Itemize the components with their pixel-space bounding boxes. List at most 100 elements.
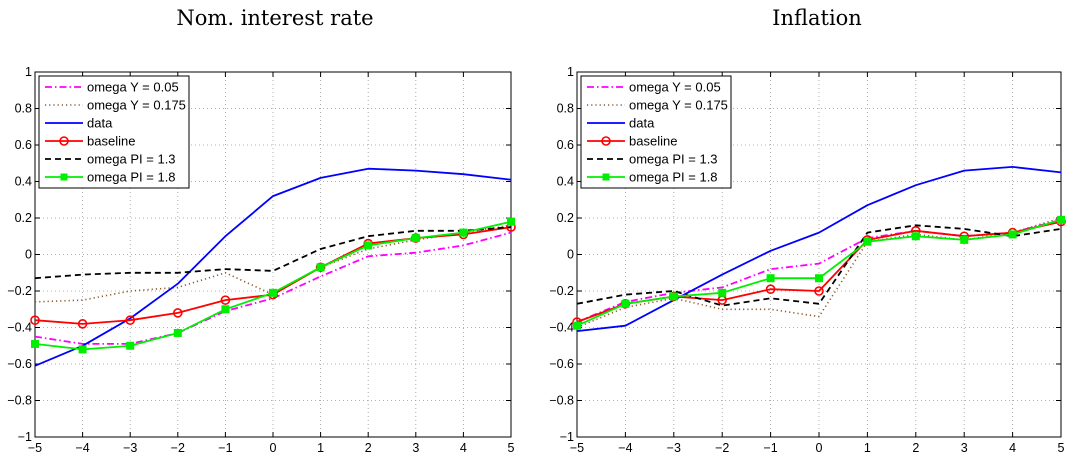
data-point-marker <box>125 315 135 326</box>
legend-label: omega Y = 0.175 <box>629 98 728 113</box>
x-tick-label: 4 <box>460 441 467 455</box>
data-point-marker <box>77 319 88 329</box>
data-point-marker <box>31 339 39 348</box>
legend: omega Y = 0.05 omega Y = 0.175 data baselin… <box>580 75 732 189</box>
data-point-marker <box>815 274 823 283</box>
data-point-marker <box>269 288 277 297</box>
data-point-marker <box>766 274 775 283</box>
data-point-marker <box>507 217 515 226</box>
data-point-marker <box>316 263 325 272</box>
data-point-marker <box>1057 215 1065 224</box>
y-tick-label: −0.8 <box>7 394 32 408</box>
data-point-marker <box>1008 230 1017 239</box>
data-point-marker <box>173 308 183 318</box>
x-tick-label: −4 <box>75 441 89 455</box>
y-tick-label: −0.6 <box>7 357 32 371</box>
data-point-marker <box>718 288 727 297</box>
y-tick-label: 0 <box>25 248 32 262</box>
legend-label: omega PI = 1.3 <box>87 152 176 167</box>
x-tick-label: 4 <box>1009 441 1016 455</box>
x-tick-label: −3 <box>123 441 137 455</box>
legend-marker <box>59 136 69 146</box>
series-line-data <box>576 165 1062 332</box>
legend-marker <box>601 136 611 146</box>
y-tick-label: 0.2 <box>15 211 32 225</box>
legend-marker <box>60 173 68 181</box>
data-point-marker <box>911 232 920 241</box>
y-tick-label: 0 <box>567 248 574 262</box>
legend-box <box>38 75 190 189</box>
y-tick-label: 1 <box>25 65 32 79</box>
y-tick-label: 0.8 <box>15 102 32 116</box>
y-tick-label: 0.2 <box>557 211 574 225</box>
y-tick-label: 0.6 <box>15 138 32 152</box>
x-tick-label: −4 <box>618 441 632 455</box>
x-tick-label: 2 <box>365 441 372 455</box>
series-line-omega-y-0-175 <box>576 217 1062 329</box>
data-point-marker <box>364 241 373 250</box>
chart-panel-interest-rate: Nom. interest rate −5 −4 −3 −2 −1 0 1 2 3 4 5 −1 −0.… <box>7 6 516 455</box>
y-tick-label: 1 <box>567 65 574 79</box>
chart-panel-inflation: Inflation −5 −4 −3 −2 −1 0 1 2 3 4 5 −1 −0.8 −0.6 −0.4… <box>549 6 1066 455</box>
chart-plot-area: −5 −4 −3 −2 −1 0 1 2 3 4 5 −1 −0.8 −0.6 −0.4 −0.2 0 0.2 0.… <box>549 65 1066 455</box>
data-point-marker <box>221 305 230 314</box>
data-point-marker <box>814 286 824 296</box>
legend-label: omega Y = 0.05 <box>87 80 179 95</box>
x-tick-label: 1 <box>864 441 871 455</box>
y-tick-label: −0.4 <box>7 321 32 335</box>
x-tick-label: −3 <box>667 441 681 455</box>
legend-marker <box>602 173 610 181</box>
data-point-marker <box>173 328 182 337</box>
data-point-marker <box>960 235 969 244</box>
y-tick-label: −0.6 <box>549 357 574 371</box>
chart-title: Inflation <box>772 6 862 30</box>
x-tick-label: −2 <box>171 441 185 455</box>
y-tick-label: 0.4 <box>557 175 574 189</box>
legend: omega Y = 0.05 omega Y = 0.175 data baselin… <box>38 75 190 189</box>
data-point-marker <box>621 299 630 308</box>
x-tick-label: 1 <box>317 441 324 455</box>
data-point-marker <box>459 228 468 237</box>
legend-label: omega PI = 1.3 <box>629 152 718 167</box>
data-point-marker <box>126 341 135 350</box>
x-tick-label: 0 <box>816 441 823 455</box>
series-line-data <box>34 167 512 367</box>
series-line-baseline <box>34 226 512 325</box>
data-point-marker <box>220 295 231 305</box>
chart-title: Nom. interest rate <box>176 6 373 30</box>
legend-label: data <box>87 116 113 131</box>
y-tick-label: −1 <box>18 430 32 444</box>
y-tick-label: 0.8 <box>557 102 574 116</box>
legend-label: baseline <box>629 134 677 149</box>
legend-label: data <box>629 116 655 131</box>
data-point-marker <box>573 321 581 330</box>
x-tick-label: 5 <box>508 441 515 455</box>
x-tick-label: −2 <box>715 441 729 455</box>
data-point-marker <box>669 292 678 301</box>
series-line-omega-pi-1-3 <box>34 226 512 280</box>
x-tick-label: 3 <box>412 441 419 455</box>
x-tick-label: −1 <box>218 441 232 455</box>
x-tick-label: 2 <box>912 441 919 455</box>
y-tick-label: 0.4 <box>15 175 32 189</box>
y-tick-label: −0.8 <box>549 394 574 408</box>
y-tick-label: −0.2 <box>7 284 32 298</box>
data-point-marker <box>765 284 776 294</box>
x-tick-label: 3 <box>961 441 968 455</box>
x-tick-label: −1 <box>763 441 777 455</box>
data-point-marker <box>863 237 872 246</box>
y-tick-label: −0.2 <box>549 284 574 298</box>
legend-label: omega Y = 0.05 <box>629 80 721 95</box>
data-point-marker <box>78 345 87 354</box>
x-tick-label: −5 <box>570 441 584 455</box>
x-tick-label: 0 <box>270 441 277 455</box>
y-tick-label: 0.6 <box>557 138 574 152</box>
data-point-marker <box>30 315 40 326</box>
x-tick-label: 5 <box>1058 441 1065 455</box>
legend-label: omega PI = 1.8 <box>629 170 718 185</box>
y-tick-label: −0.4 <box>549 321 574 335</box>
legend-label: baseline <box>87 134 135 149</box>
legend-label: omega Y = 0.175 <box>87 98 186 113</box>
series-line-omega-pi-1-3 <box>576 224 1062 307</box>
